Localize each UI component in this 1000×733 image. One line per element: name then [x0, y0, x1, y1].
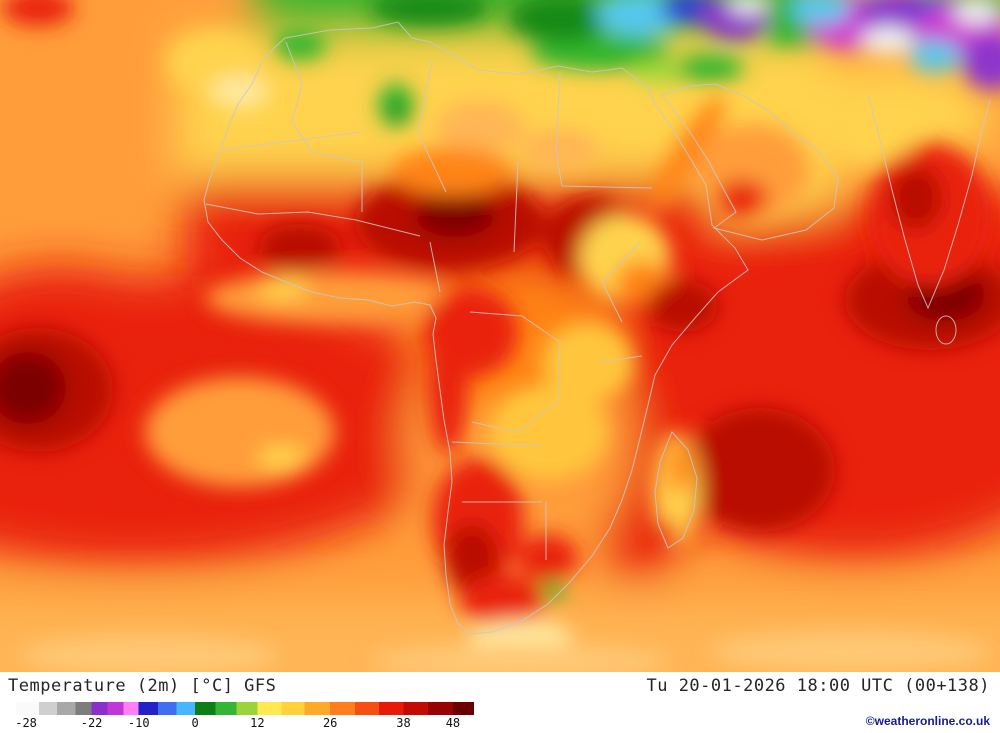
map-title: Temperature (2m) [°C] GFS: [8, 676, 277, 696]
scale-label: -10: [127, 716, 150, 730]
scale-label: 26: [322, 716, 338, 730]
sri-lanka-coastline: [935, 315, 957, 345]
india-coastline: [867, 94, 991, 310]
temperature-scale-labels: -28 -22 -10 0 12 26 38 48: [15, 716, 474, 732]
map-datetime: Tu 20-01-2026 18:00 UTC (00+138): [646, 676, 990, 696]
scale-label: 38: [396, 716, 411, 730]
regional-temperature-details: [0, 0, 1000, 672]
temperature-scale: -28 -22 -10 0 12 26 38 48: [15, 702, 474, 732]
temperature-scale-bar: [16, 702, 474, 715]
temperature-map: [0, 0, 1000, 672]
scale-label: -28: [15, 716, 37, 730]
country-borders: [205, 41, 653, 560]
madagascar-coastline: [654, 431, 698, 549]
scale-label: 0: [191, 716, 199, 730]
arabia-coastline: [661, 83, 839, 241]
coastlines-and-borders: [203, 21, 991, 635]
temperature-field-svg: [0, 0, 1000, 672]
scale-label: 48: [445, 716, 461, 730]
africa-coastline: [203, 21, 749, 635]
scale-label: -22: [80, 716, 103, 730]
copyright-link[interactable]: ©weatheronline.co.uk: [865, 714, 990, 728]
map-footer: Temperature (2m) [°C] GFS Tu 20-01-2026 …: [0, 672, 1000, 733]
scale-label: 12: [250, 716, 265, 730]
